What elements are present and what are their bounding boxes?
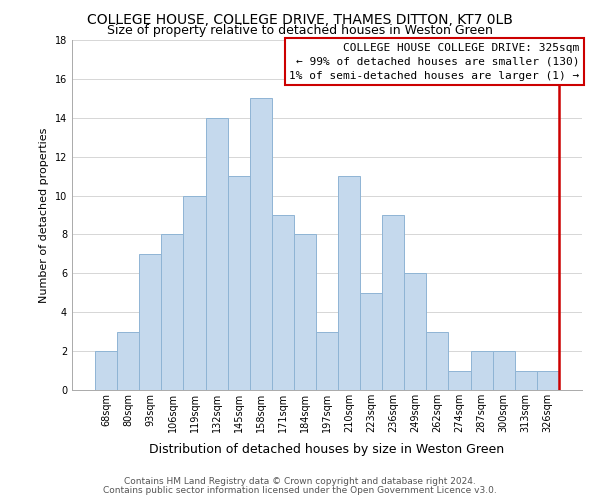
Bar [184, 196, 206, 390]
Bar [360, 293, 382, 390]
Bar [427, 332, 448, 390]
Bar [404, 274, 427, 390]
Bar [493, 351, 515, 390]
Bar [338, 176, 360, 390]
Bar [382, 215, 404, 390]
Text: Size of property relative to detached houses in Weston Green: Size of property relative to detached ho… [107, 24, 493, 37]
Bar [294, 234, 316, 390]
Bar [139, 254, 161, 390]
Text: COLLEGE HOUSE, COLLEGE DRIVE, THAMES DITTON, KT7 0LB: COLLEGE HOUSE, COLLEGE DRIVE, THAMES DIT… [87, 12, 513, 26]
Bar [117, 332, 139, 390]
Bar [250, 98, 272, 390]
Bar [515, 370, 537, 390]
Text: Contains public sector information licensed under the Open Government Licence v3: Contains public sector information licen… [103, 486, 497, 495]
Bar [161, 234, 184, 390]
Bar [537, 370, 559, 390]
Bar [316, 332, 338, 390]
Text: Contains HM Land Registry data © Crown copyright and database right 2024.: Contains HM Land Registry data © Crown c… [124, 477, 476, 486]
Bar [227, 176, 250, 390]
Y-axis label: Number of detached properties: Number of detached properties [39, 128, 49, 302]
Bar [272, 215, 294, 390]
Bar [206, 118, 227, 390]
X-axis label: Distribution of detached houses by size in Weston Green: Distribution of detached houses by size … [149, 444, 505, 456]
Bar [95, 351, 117, 390]
Bar [448, 370, 470, 390]
Bar [470, 351, 493, 390]
Text: COLLEGE HOUSE COLLEGE DRIVE: 325sqm
← 99% of detached houses are smaller (130)
1: COLLEGE HOUSE COLLEGE DRIVE: 325sqm ← 99… [289, 43, 579, 81]
